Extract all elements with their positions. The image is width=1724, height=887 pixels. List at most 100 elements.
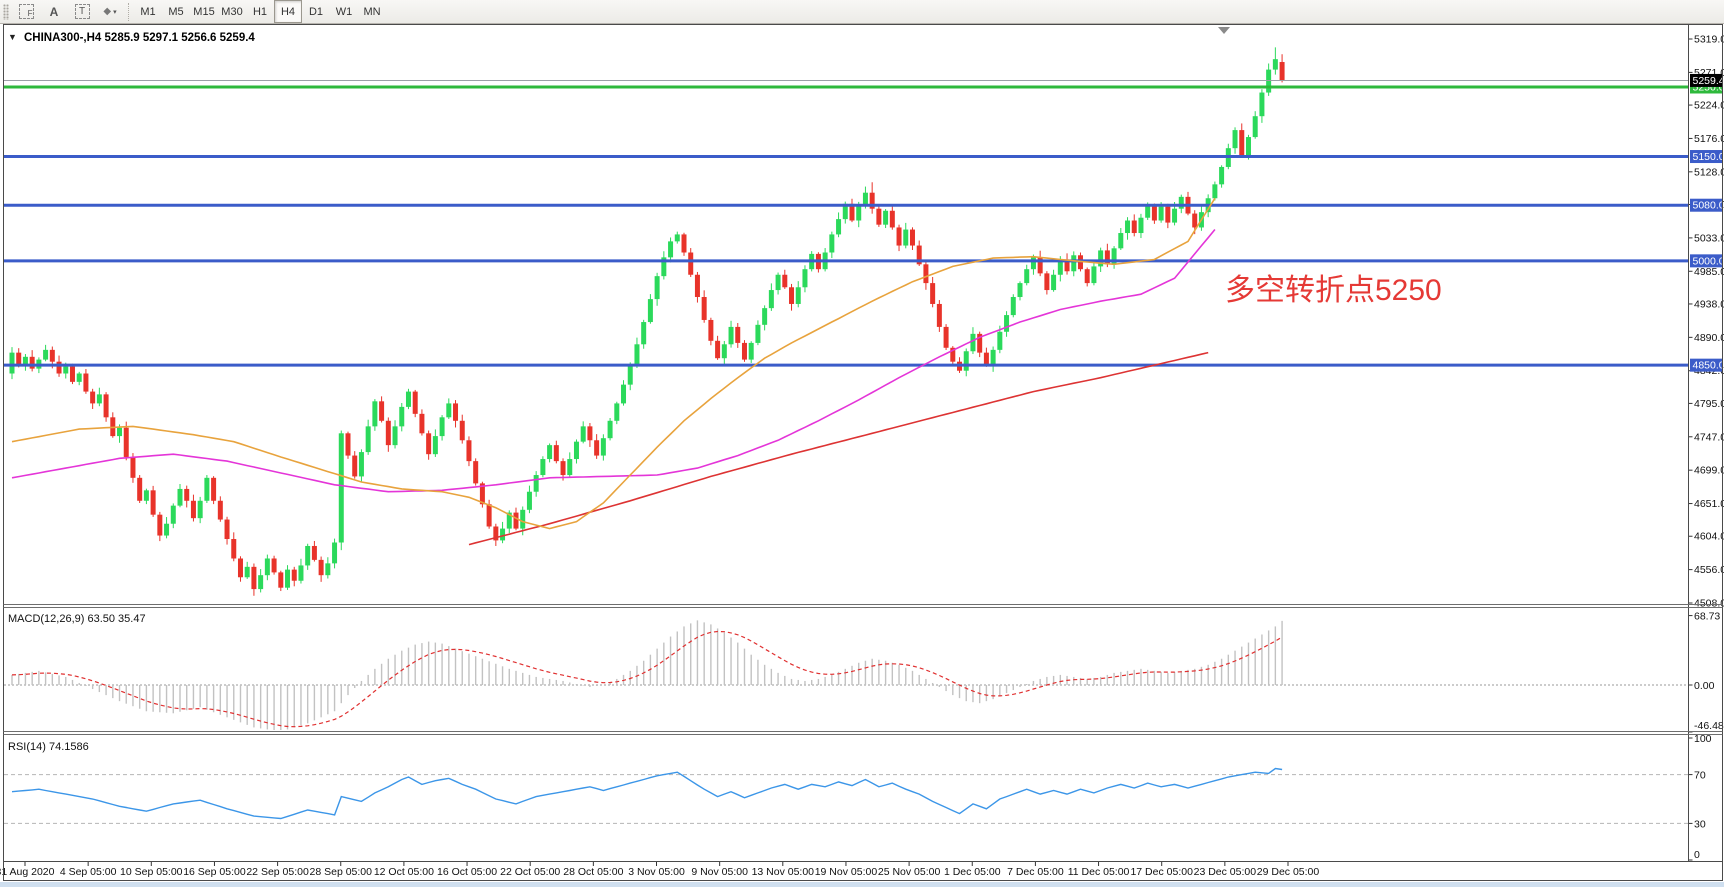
candle-body — [506, 512, 512, 529]
frame-tool-button[interactable]: F — [13, 1, 39, 22]
macd-signal-line — [11, 630, 1283, 728]
candle-body — [1098, 250, 1104, 267]
status-strip — [0, 882, 1724, 887]
text-label-tool-button[interactable]: A — [41, 1, 67, 22]
candle-body — [634, 344, 640, 366]
candle-body — [1266, 69, 1272, 93]
rsi-tick-label: 70 — [1694, 770, 1706, 782]
candle-body — [264, 558, 270, 576]
candle-body — [661, 257, 667, 277]
candle-body — [130, 456, 136, 478]
price-tick-label: 4795.0 — [1694, 398, 1724, 410]
candle-body — [869, 192, 875, 209]
candle-body — [325, 563, 331, 576]
candle-body — [177, 488, 183, 506]
text-label-icon: A — [49, 4, 59, 19]
candle-body — [278, 572, 284, 588]
candle-body — [1165, 206, 1171, 223]
candle-body — [741, 342, 747, 360]
price-tick-label: 4890.0 — [1694, 332, 1724, 344]
candle-body — [63, 366, 69, 374]
level-5080-badge — [1690, 198, 1723, 212]
timeframe-button-m30[interactable]: M30 — [221, 5, 243, 18]
candle-body — [493, 526, 499, 541]
candle-body — [150, 490, 156, 515]
candle-body — [466, 440, 472, 462]
candle-body — [782, 274, 788, 288]
candle-body — [412, 391, 418, 414]
candle-body — [258, 575, 264, 590]
candle-body — [1232, 130, 1238, 149]
timeframe-button-m5[interactable]: M5 — [168, 5, 184, 18]
candle-body — [728, 326, 734, 345]
candle-body — [735, 326, 741, 343]
price-tick-label: 4747.0 — [1694, 431, 1724, 443]
candle-body — [170, 505, 176, 524]
candle-body — [1064, 259, 1070, 272]
candle-body — [547, 445, 553, 460]
candle-body — [479, 483, 485, 505]
candle-body — [83, 373, 89, 392]
candle-body — [701, 297, 707, 320]
candle-body — [1125, 220, 1131, 234]
candle-body — [103, 394, 109, 418]
candle-body — [883, 210, 889, 225]
candle-body — [143, 490, 149, 501]
candle-body — [594, 440, 600, 456]
timeframe-button-m15[interactable]: M15 — [193, 5, 215, 18]
candle-body — [190, 500, 196, 519]
timeframe-button-mn[interactable]: MN — [363, 5, 381, 18]
candle-body — [694, 274, 700, 298]
candle-body — [916, 245, 922, 265]
candle-body — [392, 426, 398, 446]
candle-body — [49, 349, 55, 362]
candle-body — [29, 356, 35, 369]
candle-body — [22, 356, 28, 366]
candle-body — [69, 366, 75, 382]
candle-body — [1037, 257, 1043, 274]
candle-body — [1138, 217, 1144, 234]
macd-tick-label: 0.00 — [1694, 680, 1715, 692]
candle-body — [970, 333, 976, 352]
candle-body — [1044, 273, 1050, 291]
candle-body — [567, 459, 573, 476]
date-tick-label: 29 Dec 05:00 — [1257, 866, 1320, 878]
macd-tick-label: -46.48 — [1694, 720, 1724, 732]
title-marker[interactable]: ▼ — [8, 32, 17, 42]
candle-body — [1017, 283, 1023, 298]
candle-body — [211, 477, 217, 501]
shapes-tool-icon: ◆ — [103, 6, 112, 17]
candle-body — [715, 340, 721, 359]
candle-body — [1259, 92, 1265, 117]
timeframe-button-d1[interactable]: D1 — [308, 5, 324, 18]
candle-body — [573, 441, 579, 460]
toolbar-separator — [128, 2, 130, 21]
chart-shift-marker-icon[interactable] — [1218, 27, 1230, 34]
candle-body — [1192, 213, 1198, 228]
candle-body — [1272, 59, 1278, 70]
rsi-tick-label: 100 — [1694, 733, 1712, 745]
candle-body — [90, 391, 96, 404]
timeframe-button-h4[interactable]: H4 — [274, 0, 302, 23]
current-price-badge — [1690, 73, 1723, 87]
candle-body — [1245, 137, 1251, 156]
candle-body — [587, 426, 593, 441]
candle-body — [43, 349, 49, 360]
timeframe-button-m1[interactable]: M1 — [140, 5, 156, 18]
timeframe-button-w1[interactable]: W1 — [335, 5, 353, 18]
timeframe-button-h1[interactable]: H1 — [252, 5, 268, 18]
candle-body — [789, 287, 795, 304]
candle-body — [338, 433, 344, 543]
date-tick-label: 19 Nov 05:00 — [815, 866, 878, 878]
candle-body — [157, 514, 163, 536]
candle-body — [16, 352, 22, 366]
candle-body — [755, 324, 761, 343]
date-tick-label: 28 Oct 05:00 — [563, 866, 623, 878]
toolbar-grip[interactable] — [3, 3, 9, 20]
candle-body — [983, 352, 989, 366]
text-tool-button[interactable]: T — [69, 1, 95, 22]
annotation-text[interactable]: 多空转折点5250 — [1225, 274, 1442, 307]
candle-body — [708, 319, 714, 341]
candle-body — [473, 461, 479, 484]
shapes-tool-button[interactable]: ◆ ▾ — [97, 1, 123, 22]
